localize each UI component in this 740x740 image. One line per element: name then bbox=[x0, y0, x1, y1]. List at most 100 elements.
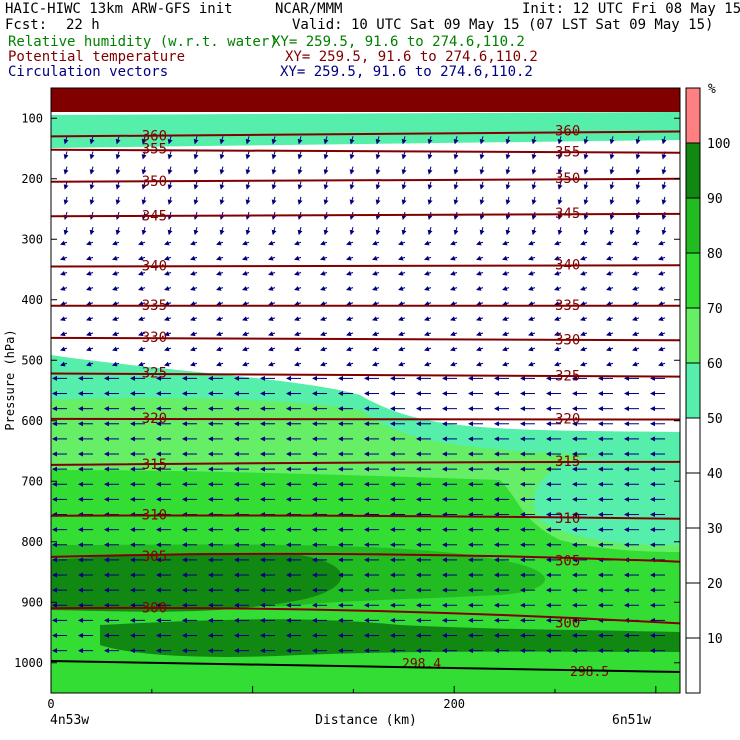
circulation-vector bbox=[476, 270, 484, 276]
circulation-vector bbox=[427, 166, 433, 175]
circulation-vector bbox=[450, 270, 458, 276]
circulation-vector bbox=[580, 301, 588, 306]
circulation-vector bbox=[323, 151, 329, 160]
rh-shade-90-core bbox=[51, 552, 342, 612]
circulation-vector bbox=[115, 136, 121, 145]
circulation-vector bbox=[141, 166, 147, 175]
circulation-vector bbox=[479, 136, 485, 145]
theta-contour bbox=[51, 460, 680, 466]
circulation-vector bbox=[190, 346, 198, 352]
circulation-vector bbox=[164, 346, 172, 352]
circulation-vector bbox=[606, 331, 614, 337]
circulation-vector bbox=[63, 151, 69, 160]
y-tick-label: 600 bbox=[21, 414, 43, 428]
circulation-vector bbox=[167, 136, 173, 145]
circulation-vector bbox=[424, 286, 432, 291]
circulation-vector bbox=[89, 181, 95, 190]
circulation-vector bbox=[476, 316, 484, 322]
circulation-vector bbox=[580, 316, 588, 322]
circulation-vector bbox=[320, 331, 328, 337]
circulation-vector bbox=[401, 136, 407, 145]
circulation-vector bbox=[606, 361, 614, 367]
circulation-vector bbox=[658, 361, 666, 367]
circulation-vector bbox=[294, 286, 302, 291]
circulation-vector bbox=[346, 301, 354, 306]
circulation-vector bbox=[112, 331, 120, 337]
circulation-vector bbox=[375, 196, 381, 205]
circulation-vector bbox=[372, 316, 380, 322]
circulation-vector bbox=[242, 270, 250, 276]
circulation-vector bbox=[609, 181, 615, 190]
circulation-vector bbox=[661, 196, 667, 205]
circulation-vector bbox=[60, 240, 68, 246]
circulation-vector bbox=[554, 361, 562, 367]
circulation-vector bbox=[632, 255, 640, 261]
theta-contour-label: 350 bbox=[142, 174, 167, 190]
circulation-vector bbox=[606, 240, 614, 246]
circulation-vector bbox=[479, 181, 485, 190]
circulation-vector bbox=[528, 316, 536, 322]
circulation-vector bbox=[112, 255, 120, 261]
circulation-vector bbox=[320, 255, 328, 261]
circulation-vector bbox=[112, 316, 120, 322]
circulation-vector bbox=[609, 227, 615, 236]
circulation-vector bbox=[268, 361, 276, 367]
circulation-vector bbox=[190, 301, 198, 306]
circulation-vector bbox=[242, 240, 250, 246]
circulation-vector bbox=[450, 301, 458, 306]
circulation-vector bbox=[60, 286, 68, 291]
circulation-vector bbox=[476, 361, 484, 367]
circulation-vector bbox=[476, 286, 484, 291]
circulation-vector bbox=[216, 301, 224, 306]
colorbar-tick-label: 70 bbox=[707, 302, 723, 317]
colorbar-swatch bbox=[686, 88, 700, 143]
y-tick-label: 300 bbox=[21, 232, 43, 246]
circulation-vector bbox=[193, 227, 199, 236]
circulation-vector bbox=[346, 240, 354, 246]
theta-contour bbox=[51, 372, 680, 378]
circulation-vector bbox=[502, 346, 510, 352]
circulation-vector bbox=[164, 316, 172, 322]
circulation-vector bbox=[164, 286, 172, 291]
colorbar-unit: % bbox=[708, 82, 716, 97]
circulation-vector bbox=[167, 181, 173, 190]
circulation-vector bbox=[271, 166, 277, 175]
circulation-vector bbox=[424, 255, 432, 261]
circulation-vector bbox=[141, 181, 147, 190]
circulation-vector bbox=[531, 196, 537, 205]
circulation-vector bbox=[476, 331, 484, 337]
circulation-vector bbox=[86, 361, 94, 367]
circulation-vector bbox=[557, 211, 563, 220]
circulation-vector bbox=[219, 166, 225, 175]
circulation-vector bbox=[219, 136, 225, 145]
init-time: Init: 12 UTC Fri 08 May 15 bbox=[522, 1, 740, 17]
circulation-vector bbox=[60, 255, 68, 261]
circulation-vector bbox=[167, 227, 173, 236]
theta-contour-label: 310 bbox=[555, 511, 580, 527]
circulation-vector bbox=[63, 136, 69, 145]
circulation-vector bbox=[138, 240, 146, 246]
circulation-vector bbox=[86, 286, 94, 291]
circulation-vector bbox=[141, 136, 147, 145]
circulation-vector bbox=[60, 316, 68, 322]
theta-contour-label: 345 bbox=[142, 208, 167, 224]
circulation-vector bbox=[528, 270, 536, 276]
circulation-vector bbox=[346, 270, 354, 276]
circulation-vector bbox=[453, 136, 459, 145]
vector-field-label: Circulation vectors bbox=[8, 64, 169, 80]
circulation-vector bbox=[375, 166, 381, 175]
circulation-vector bbox=[427, 227, 433, 236]
circulation-vector bbox=[60, 331, 68, 337]
circulation-vector bbox=[531, 166, 537, 175]
circulation-vector bbox=[401, 227, 407, 236]
circulation-vector bbox=[60, 346, 68, 352]
theta-contour-label: 305 bbox=[555, 554, 580, 570]
circulation-vector bbox=[138, 286, 146, 291]
org-label: NCAR/MMM bbox=[275, 1, 343, 17]
circulation-vector bbox=[632, 346, 640, 352]
circulation-vector bbox=[554, 240, 562, 246]
circulation-vector bbox=[245, 136, 251, 145]
circulation-vector bbox=[450, 346, 458, 352]
circulation-vector bbox=[580, 240, 588, 246]
circulation-vector bbox=[242, 331, 250, 337]
